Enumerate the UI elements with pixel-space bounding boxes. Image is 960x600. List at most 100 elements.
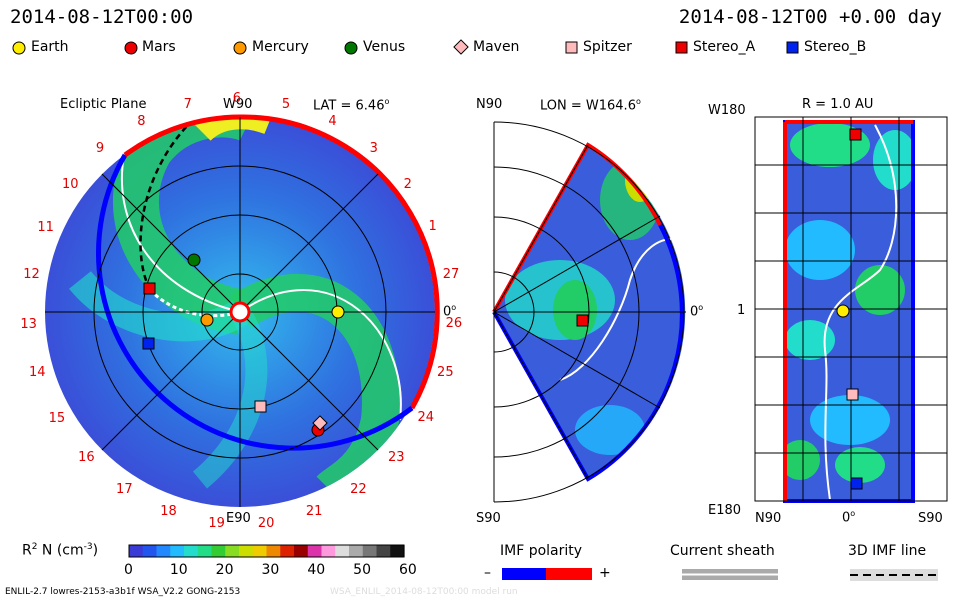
carrington-label: 9: [95, 140, 105, 156]
colorbar-label-end: ): [92, 542, 99, 559]
colorbar-cell: [184, 545, 199, 557]
ecliptic-right-label: 0o: [443, 303, 456, 319]
carrington-label: 5: [281, 96, 291, 112]
polarity-rim-positive: [239, 114, 440, 410]
colorbar-cell: [170, 545, 185, 557]
ecliptic-plane-plot: [45, 114, 440, 507]
radial-n90-label: N90: [755, 511, 782, 526]
carrington-label: 19: [208, 515, 225, 531]
radial-s90-label: S90: [918, 511, 943, 526]
carrington-label: 15: [48, 410, 66, 426]
legend-markers: [12, 39, 799, 55]
ecliptic-title: Ecliptic Plane: [60, 97, 147, 112]
carrington-label: 8: [137, 113, 146, 129]
carrington-label: 12: [23, 267, 40, 283]
colorbar-cell: [266, 545, 281, 557]
legend-venus-icon: [344, 41, 358, 55]
imf-title: IMF polarity: [500, 543, 583, 559]
carrington-label: 11: [37, 219, 54, 235]
stereo-b-marker: [142, 337, 155, 350]
colorbar-cell: [376, 545, 391, 557]
meridional-s-label: S90: [476, 511, 501, 526]
colorbar-cell: [252, 545, 268, 557]
meridional-lon-value: LON = W164.6: [540, 98, 636, 114]
meridional-stereo-a-marker: [576, 314, 589, 327]
carrington-label: 26: [445, 316, 463, 332]
meridional-right-degree: o: [698, 303, 704, 312]
radial-r-label: R = 1.0 AU: [802, 97, 874, 112]
imf-minus: –: [484, 565, 491, 581]
colorbar-label-rest: N (cm: [37, 542, 84, 559]
venus-marker: [187, 253, 201, 267]
carrington-label: 25: [437, 365, 454, 381]
radial-w180-label: W180: [708, 103, 746, 118]
current-sheath-1: [120, 149, 241, 313]
radial-stereo-b-marker: [850, 477, 863, 490]
legend-stereo-b-icon: [786, 41, 799, 54]
colorbar-cell: [197, 545, 213, 557]
legend-venus-label: Venus: [363, 39, 406, 55]
carrington-label: 13: [20, 316, 37, 332]
colorbar-cell: [335, 545, 350, 557]
earth-marker: [331, 305, 345, 319]
colorbar-label-exp: -3: [83, 542, 93, 552]
colorbar-cell: [349, 545, 364, 557]
colorbar-tick-label: 40: [307, 562, 326, 578]
imf-negative-swatch: [502, 568, 546, 580]
ecliptic-right-degree: o: [451, 303, 457, 312]
radial-one-label: 1: [737, 303, 746, 318]
legend-earth-icon: [12, 41, 26, 55]
colorbar-cell: [390, 545, 405, 557]
radial-grid: [754, 116, 948, 502]
imf-line: [139, 117, 196, 291]
colorbar-cell: [280, 545, 295, 557]
colorbar-cell: [294, 545, 309, 557]
carrington-label: 21: [305, 504, 323, 520]
ecliptic-lat-degree: o: [384, 97, 390, 106]
carrington-label: 22: [350, 481, 367, 497]
header-time-left: 2014-08-12T00:00: [10, 6, 194, 28]
ecliptic-bottom-label: E90: [226, 511, 251, 526]
carrington-label: 17: [116, 482, 133, 498]
colorbar-cell: [156, 545, 171, 557]
radial-earth-marker: [836, 304, 850, 318]
colorbar-label-sup: 2: [31, 542, 38, 552]
meridional-right-label: 0o: [690, 303, 703, 319]
legend-spitzer-label: Spitzer: [583, 39, 632, 55]
legend-maven-icon: [453, 39, 469, 55]
colorbar-label: R2 N (cm-3): [22, 542, 98, 559]
radial-zero-label: 0o: [842, 509, 855, 525]
imf3d-title: 3D IMF line: [848, 543, 927, 559]
footer-left: ENLIL-2.7 lowres-2153-a3b1f WSA_V2.2 GON…: [5, 587, 241, 597]
carrington-label: 1: [428, 219, 437, 235]
meridional-grid: [493, 121, 686, 503]
colorbar-frame: [128, 544, 405, 558]
sun-icon: [229, 301, 251, 323]
carrington-label: 14: [28, 365, 46, 381]
radial-spitzer-marker: [846, 388, 859, 401]
carrington-label: 20: [257, 515, 275, 531]
legend-earth-label: Earth: [31, 39, 69, 55]
legend-mars-icon: [124, 41, 138, 55]
colorbar-tick-label: 50: [353, 562, 371, 578]
carrington-label: 18: [160, 504, 177, 520]
carrington-label: 24: [417, 410, 435, 426]
colorbar-cell: [225, 545, 240, 557]
ecliptic-lat-value: LAT = 6.46: [313, 98, 385, 114]
legend-spitzer-icon: [565, 41, 578, 54]
colorbar-cell: [142, 545, 158, 557]
colorbar-cell: [211, 545, 226, 557]
polarity-rim-positive-2: [123, 114, 241, 158]
carrington-label: 4: [328, 113, 337, 129]
meridional-plot: [492, 121, 686, 503]
meridional-right-value: 0: [690, 304, 699, 320]
meridional-lon: LON = W164.6o: [540, 97, 641, 113]
spitzer-marker: [254, 400, 267, 413]
meridional-n-label: N90: [476, 97, 503, 112]
colorbar-cell: [321, 545, 336, 557]
carrington-label: 6: [232, 91, 242, 106]
imf-positive-swatch: [546, 568, 592, 580]
legend-mars-label: Mars: [142, 39, 176, 55]
colorbar-cell: [129, 545, 144, 557]
